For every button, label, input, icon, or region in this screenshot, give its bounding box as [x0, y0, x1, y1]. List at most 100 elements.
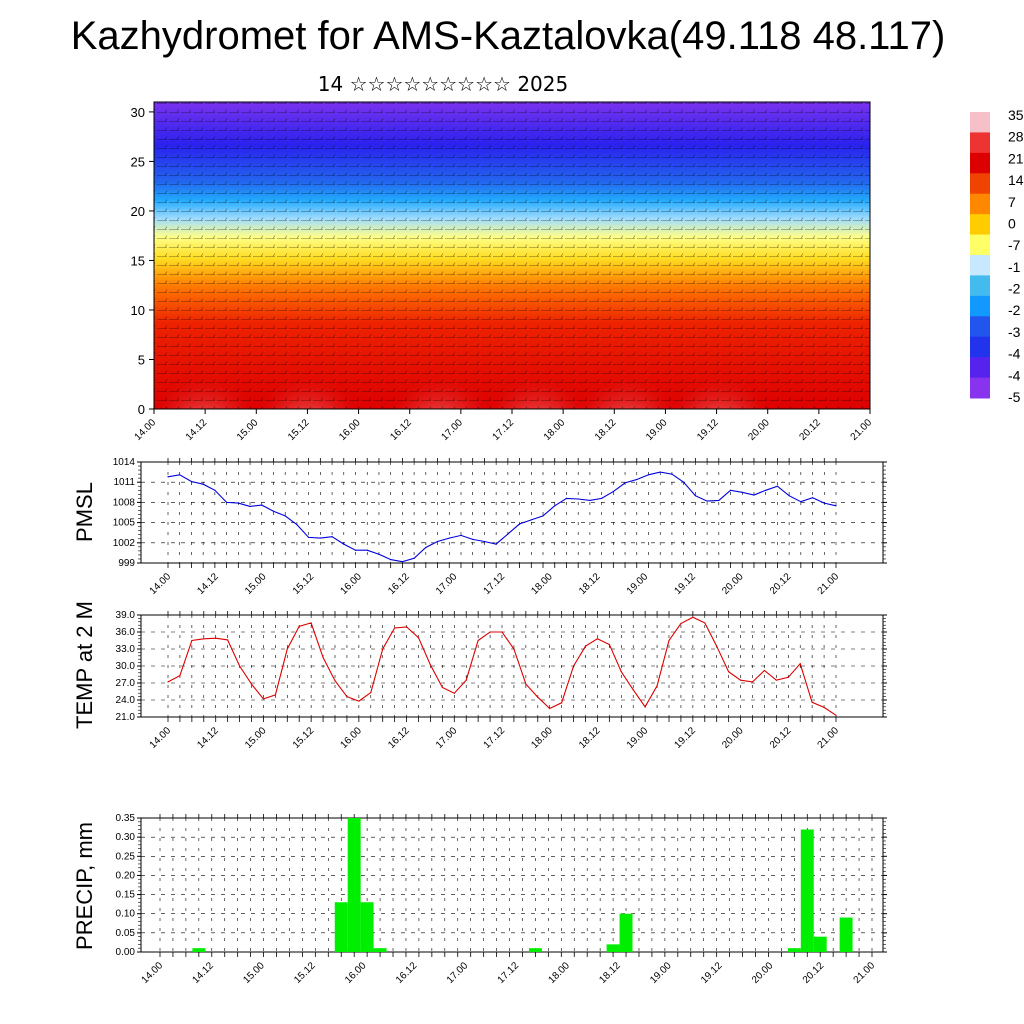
pmsl-ytick-label: 999: [118, 558, 135, 569]
pmsl-point: [554, 505, 556, 507]
colorbar-label: 28: [1008, 129, 1024, 145]
pmsl-point: [518, 523, 521, 525]
cross-xtick-label: 15.12: [286, 417, 312, 443]
temp-point: [322, 656, 324, 659]
pmsl-point: [413, 557, 415, 559]
precip-xtick-label: 16.12: [394, 960, 420, 986]
temp-point: [215, 637, 217, 639]
pmsl-point: [823, 502, 825, 504]
colorbar-box: [970, 173, 990, 195]
precip-bar: [347, 818, 361, 952]
precip-ytick-label: 0.30: [116, 832, 136, 843]
colorbar-box: [970, 152, 990, 174]
cross-xtick-label: 14.12: [184, 417, 210, 443]
pmsl-point: [589, 499, 591, 501]
temp-point: [823, 706, 825, 708]
pmsl-xtick-label: 20.00: [720, 571, 746, 597]
pmsl-point: [671, 473, 673, 475]
pmsl-point: [577, 498, 579, 500]
temp-point: [382, 648, 384, 650]
colorbar-label: 35: [1008, 107, 1024, 123]
pmsl-xtick-label: 14.12: [195, 571, 221, 597]
pmsl-xtick-label: 16.12: [386, 571, 412, 597]
pmsl-point: [530, 519, 532, 521]
temp-point: [692, 616, 694, 618]
colorbar-label: -3: [1008, 324, 1021, 340]
colorbar-label: -1: [1008, 259, 1021, 275]
precip-xtick-label: 15.00: [241, 960, 267, 986]
temp-point: [250, 683, 253, 685]
temp-point: [572, 665, 575, 667]
cross-xtick-label: 17.12: [491, 417, 517, 443]
pmsl-point: [835, 505, 837, 507]
precip-bar: [619, 913, 633, 952]
temp-point: [417, 637, 420, 639]
temp-point: [310, 622, 312, 624]
colorbar-box: [970, 234, 990, 256]
colorbar-box: [970, 132, 990, 154]
chart-title: Kazhydromet for AMS-Kaztalovka(49.118 48…: [70, 14, 946, 58]
precip-bar: [528, 948, 542, 952]
temp-point: [501, 631, 503, 633]
pmsl-xtick-label: 17.12: [482, 571, 508, 597]
pmsl-xtick-label: 15.00: [243, 571, 269, 597]
cross-ytick-label: 30: [131, 105, 145, 120]
pmsl-point: [765, 489, 767, 491]
colorbar-box: [970, 336, 990, 358]
temp-point: [394, 627, 396, 629]
temp-xtick-label: 18.00: [529, 725, 555, 751]
precip-bar: [787, 948, 801, 952]
pmsl-point: [448, 537, 450, 539]
cross-ytick-label: 10: [131, 303, 145, 318]
pmsl-point: [718, 499, 720, 501]
colorbar-box: [970, 275, 990, 297]
precip-ytick-label: 0.00: [116, 947, 136, 958]
temp-xtick-label: 19.12: [673, 725, 699, 751]
temp-point: [751, 681, 754, 683]
temp-point: [775, 679, 777, 681]
wind-barbs: [154, 102, 870, 409]
temp-xtick-label: 15.12: [291, 725, 317, 751]
pmsl-xtick-label: 17.00: [434, 571, 460, 597]
temp-point: [441, 686, 443, 689]
pmsl-point: [800, 501, 802, 503]
temp-point: [262, 698, 265, 700]
temp-point: [298, 625, 300, 627]
pmsl-frame: [140, 461, 884, 564]
temp-point: [167, 681, 169, 683]
pmsl-point: [694, 495, 696, 497]
temp-point: [358, 700, 360, 702]
cross-xtick-label: 15.00: [235, 417, 261, 443]
temp-point: [453, 692, 455, 694]
pmsl-point: [284, 515, 286, 517]
precip-xtick-label: 19.00: [648, 960, 674, 986]
pmsl-point: [753, 494, 755, 496]
pmsl-point: [190, 480, 193, 483]
pmsl-ytick-label: 1002: [113, 538, 136, 549]
pmsl-point: [788, 495, 790, 497]
precip-xtick-label: 14.00: [140, 960, 166, 986]
pmsl-xtick-label: 19.12: [673, 571, 699, 597]
colorbar-label: -2: [1008, 302, 1021, 318]
precip-ytick-label: 0.20: [116, 870, 136, 881]
temp-point: [549, 707, 551, 710]
cross-ytick-label: 25: [131, 154, 145, 169]
pmsl-point: [179, 474, 181, 476]
colorbar-label: -4: [1008, 346, 1021, 362]
temp-point: [644, 706, 646, 708]
pmsl-point: [261, 504, 263, 506]
pmsl-point: [272, 510, 275, 512]
pmsl-point: [460, 534, 462, 536]
precip-xtick-label: 17.00: [445, 960, 471, 986]
pmsl-point: [601, 497, 603, 499]
temp-point: [179, 675, 181, 677]
temp-point: [346, 696, 348, 698]
temp-xtick-label: 20.00: [720, 725, 746, 751]
temp-point: [405, 626, 408, 628]
cross-ytick-label: 20: [131, 204, 145, 219]
pmsl-point: [366, 549, 368, 551]
temp-point: [787, 676, 789, 678]
temp-point: [608, 643, 610, 646]
pmsl-point: [390, 559, 392, 561]
pmsl-xtick-label: 19.00: [625, 571, 651, 597]
